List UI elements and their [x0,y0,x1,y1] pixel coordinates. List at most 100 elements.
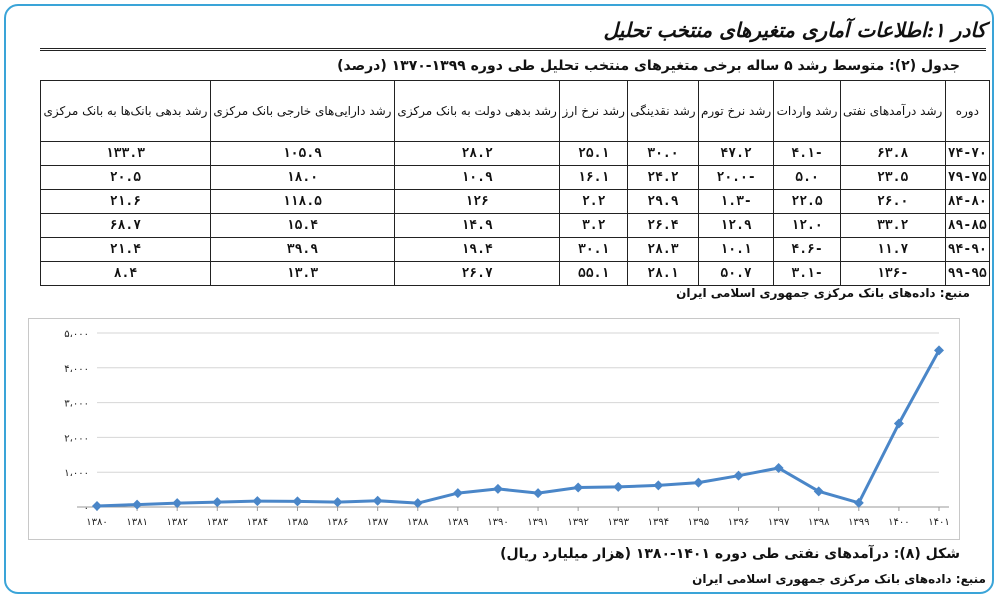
data-point [853,497,864,508]
x-tick-label: ۱۳۹۶ [728,517,749,528]
data-point [452,488,463,499]
figure-caption: شکل (۸): درآمدهای نفتی طی دوره ۱۴۰۱-۱۳۸۰… [500,546,960,562]
table-caption: جدول (۲): متوسط رشد ۵ ساله برخی متغیرهای… [337,58,960,74]
header-liquidity: رشد نقدینگی [627,80,699,142]
cell: ۳.۲ [559,213,629,238]
cell: ۸۴-۸۰ [944,189,991,214]
cell: ۷۴-۷۰ [944,141,991,166]
y-tick-label: ۳،۰۰۰ [64,399,89,410]
cell: ۱۲.۰ [773,213,841,238]
header-gov-debt: رشد بدهی دولت به بانک مرکزی [393,80,561,142]
cell: ۷۹-۷۵ [944,165,991,190]
cell: ۱۴.۹ [393,213,561,238]
data-point [533,488,544,499]
table-row: ۹۹-۹۵ -۱۳۶ -۳.۱ ۵۰.۷ ۲۸.۱ ۵۵.۱ ۲۶.۷ ۱۳.۳… [40,261,991,286]
cell: -۳.۱ [773,261,841,286]
x-tick-label: ۱۴۰۱ [928,517,949,528]
data-point [492,483,503,494]
cell: -۴.۶ [773,237,841,262]
series-line [96,349,941,508]
y-tick-label: ۵،۰۰۰ [64,329,89,340]
x-tick-label: ۱۳۹۱ [527,517,548,528]
y-tick-label: ۰ [84,503,89,514]
x-tick-label: ۱۳۸۹ [447,517,468,528]
table-row: ۸۴-۸۰ ۲۶.۰ ۲۲.۵ -۱.۳ ۲۹.۹ ۲.۲ ۱۲۶ ۱۱۸.۵ … [40,189,991,214]
x-tick-label: ۱۳۸۱ [126,517,147,528]
header-imports: رشد واردات [773,80,841,142]
data-point [332,497,343,508]
cell: ۸۹-۸۵ [944,213,991,238]
title-divider [40,48,986,51]
cell: ۱۰.۱ [697,237,775,262]
cell: ۲۹.۹ [627,189,699,214]
cell: ۱۳.۳ [209,261,395,286]
cell: ۱۲.۹ [697,213,775,238]
cell: ۲.۲ [559,189,629,214]
data-point [92,500,102,511]
data-point [773,463,784,474]
cell: ۵۵.۱ [559,261,629,286]
cell: ۱۲۶ [393,189,561,214]
cell: ۲۵.۱ [559,141,629,166]
cell: ۱۰.۹ [393,165,561,190]
x-tick-label: ۱۳۹۴ [648,517,669,528]
table-row: ۷۴-۷۰ ۶۳.۸ -۴.۱ ۴۷.۲ ۳۰.۰ ۲۵.۱ ۲۸.۲ ۱۰۵.… [40,141,991,166]
x-tick-label: ۱۳۹۰ [487,517,508,528]
cell: ۳۹.۹ [209,237,395,262]
cell: ۱۸.۰ [209,165,395,190]
header-period: دوره [944,80,991,142]
header-inflation: رشد نرخ تورم [697,80,775,142]
cell: ۱۱.۷ [839,237,946,262]
cell: ۱۹.۴ [393,237,561,262]
cell: ۶۸.۷ [40,213,211,238]
cell: ۳۳.۲ [839,213,946,238]
data-point [132,499,143,510]
x-tick-label: ۱۳۹۷ [768,517,790,528]
x-tick-label: ۱۳۸۷ [367,517,389,528]
x-tick-label: ۱۴۰۰ [888,517,909,528]
table-source: منبع: داده‌های بانک مرکزی جمهوری اسلامی … [676,286,970,300]
cell: ۹۹-۹۵ [944,261,991,286]
cell: ۲۶.۰ [839,189,946,214]
data-point [172,498,183,509]
x-tick-label: ۱۳۸۶ [327,517,348,528]
data-point [653,480,664,491]
data-point [292,496,303,507]
cell: -۱.۳ [697,189,775,214]
cell: ۱۱۸.۵ [209,189,395,214]
data-point [212,497,223,508]
data-point [573,482,584,493]
data-point [893,418,904,429]
cell: -۴.۱ [773,141,841,166]
x-tick-label: ۱۳۹۳ [607,517,629,528]
data-point [252,496,263,507]
cell: ۵۰.۷ [697,261,775,286]
header-foreign-assets: رشد دارایی‌های خارجی بانک مرکزی [209,80,395,142]
cell: ۹۴-۹۰ [944,237,991,262]
table-row: ۸۹-۸۵ ۳۳.۲ ۱۲.۰ ۱۲.۹ ۲۶.۴ ۳.۲ ۱۴.۹ ۱۵.۴ … [40,213,991,238]
x-tick-label: ۱۳۹۲ [567,517,588,528]
y-tick-label: ۲،۰۰۰ [64,433,89,444]
x-tick-label: ۱۳۹۵ [688,517,709,528]
header-bank-debt: رشد بدهی بانک‌ها به بانک مرکزی [40,80,211,142]
cell: ۲۱.۴ [40,237,211,262]
cell: ۵.۰ [773,165,841,190]
cell: ۱۶.۱ [559,165,629,190]
y-tick-label: ۴،۰۰۰ [64,364,89,375]
table-row: ۹۴-۹۰ ۱۱.۷ -۴.۶ ۱۰.۱ ۲۸.۳ ۳۰.۱ ۱۹.۴ ۳۹.۹… [40,237,991,262]
x-tick-label: ۱۳۹۸ [808,517,830,528]
cell: ۱۵.۴ [209,213,395,238]
cell: ۲۸.۲ [393,141,561,166]
cell: ۲۴.۲ [627,165,699,190]
chart-svg: ۰ ۱،۰۰۰ ۲،۰۰۰ ۳،۰۰۰ ۴،۰۰۰ ۵،۰۰۰ ۱۳۸۰ ۱۳۸۱ ۱۳۸۲ ۱۳… [64,329,949,528]
y-tick-label: ۱،۰۰۰ [64,468,89,479]
data-point [693,477,704,488]
cell: ۲۶.۴ [627,213,699,238]
x-tick-label: ۱۳۹۹ [848,517,869,528]
cell: ۱۳۳.۳ [40,141,211,166]
x-tick-label: ۱۳۸۸ [407,517,429,528]
oil-revenue-chart: ۰ ۱،۰۰۰ ۲،۰۰۰ ۳،۰۰۰ ۴،۰۰۰ ۵،۰۰۰ ۱۳۸۰ ۱۳۸۱ ۱۳۸۲ ۱۳… [28,318,960,540]
data-point [372,495,383,506]
x-tick-label: ۱۳۸۰ [86,517,107,528]
x-tick-label: ۱۳۸۲ [166,517,187,528]
